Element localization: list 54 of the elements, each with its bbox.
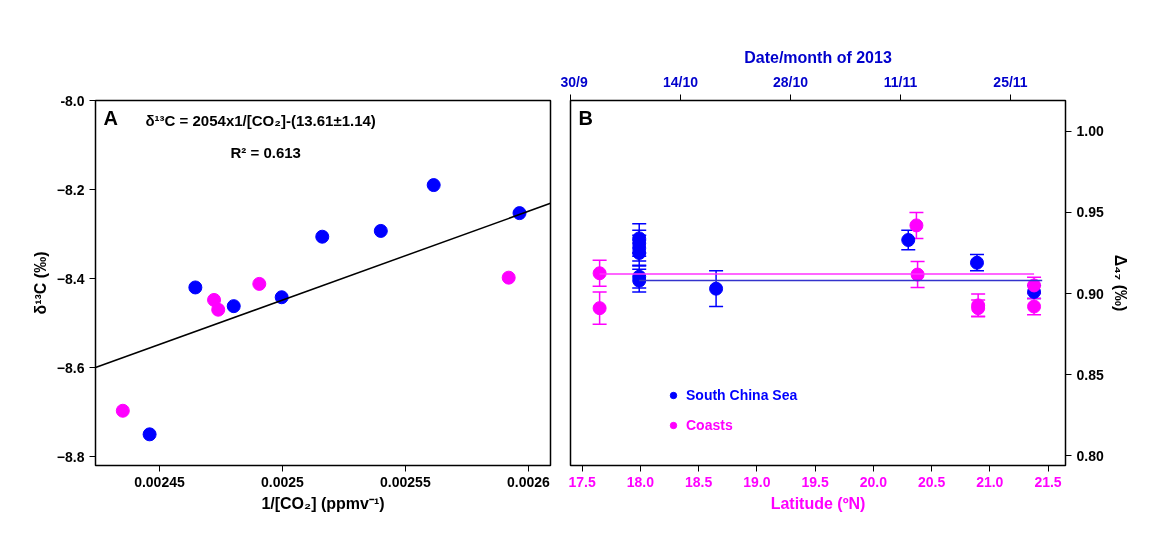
point — [188, 280, 203, 295]
x2-tick-label: 25/11 — [993, 73, 1028, 90]
point — [315, 229, 330, 244]
annotation: B — [578, 106, 593, 129]
y-tick-label: −8.6 — [56, 359, 85, 376]
x-tick-label: 0.00255 — [380, 473, 431, 490]
y-tick-label: −8.4 — [56, 270, 85, 287]
y-tick-label: 0.85 — [1076, 366, 1104, 383]
x-tick-label: 18.5 — [684, 473, 713, 490]
point — [909, 218, 924, 233]
y-tick-label: 0.95 — [1076, 204, 1104, 221]
x-tick-label: 0.00245 — [134, 473, 185, 490]
y-tick-label: 0.80 — [1076, 447, 1104, 464]
x-tick-label: 19.5 — [801, 473, 829, 490]
y-axis-title: Δ₄₇ (‰) — [1111, 254, 1129, 312]
y-tick-label: −8.2 — [56, 181, 85, 198]
x-tick-label: 17.5 — [568, 473, 596, 490]
point — [901, 233, 916, 247]
x-axis-title: Latitude (ºN) — [770, 494, 866, 512]
y-tick-label: 1.00 — [1076, 123, 1104, 140]
point — [115, 403, 130, 418]
x-tick-label: 19.0 — [743, 473, 771, 490]
x2-tick-label: 14/10 — [662, 73, 699, 90]
y-axis-title: δ¹³C (‰) — [31, 251, 49, 315]
point — [252, 276, 267, 291]
point — [426, 178, 441, 193]
annotation: A — [103, 106, 118, 129]
x-tick-label: 20.0 — [859, 473, 888, 490]
x-tick-label: 21.5 — [1034, 473, 1062, 490]
x-axis-title: 1/[CO₂] (ppmv⁻¹) — [261, 494, 385, 512]
point — [592, 301, 607, 316]
y-tick-label: 0.90 — [1076, 285, 1104, 302]
legend-label: Coasts — [686, 417, 733, 433]
point — [142, 427, 157, 442]
x2-tick-label: 30/9 — [560, 73, 588, 90]
x-tick-label: 18.0 — [626, 473, 655, 490]
x2-tick-label: 11/11 — [883, 73, 918, 90]
x-tick-label: 20.5 — [917, 473, 946, 490]
point — [226, 299, 241, 314]
point — [709, 281, 724, 296]
x-tick-label: 0.0025 — [261, 473, 305, 490]
legend-label: South China Sea — [686, 387, 798, 403]
point — [501, 270, 516, 285]
point — [592, 266, 607, 281]
y-tick-label: −8.8 — [56, 448, 85, 465]
annotation: R² = 0.613 — [230, 143, 301, 161]
annotation: δ¹³C = 2054x1/[CO₂]-(13.61±1.14) — [145, 111, 376, 129]
x-tick-label: 0.0026 — [506, 473, 550, 490]
x-tick-label: 21.0 — [976, 473, 1004, 490]
x2-axis-title: Date/month of 2013 — [744, 48, 892, 66]
x2-tick-label: 28/10 — [772, 73, 809, 90]
point — [211, 302, 226, 317]
y-tick-label: -8.0 — [60, 92, 85, 109]
point — [373, 223, 388, 238]
